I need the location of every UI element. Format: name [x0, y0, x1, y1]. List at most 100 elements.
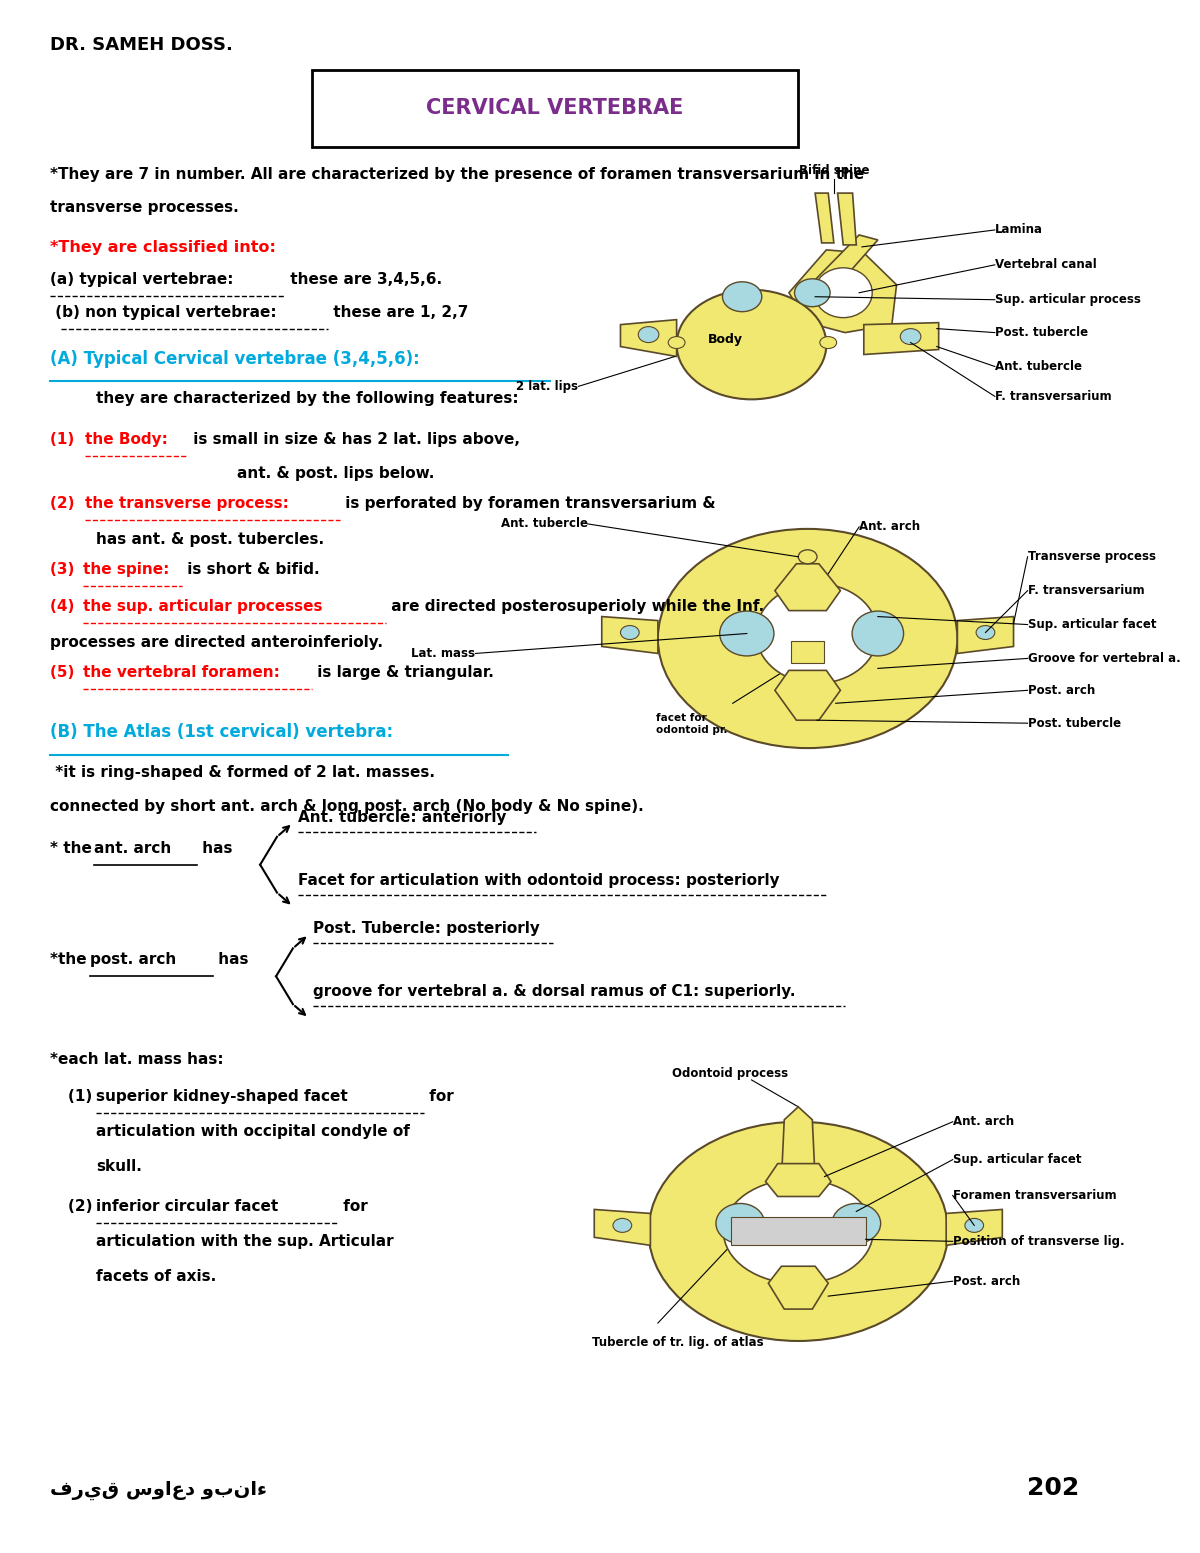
Text: articulation with occipital condyle of: articulation with occipital condyle of [96, 1124, 410, 1138]
Polygon shape [766, 1163, 832, 1196]
Text: Body: Body [708, 332, 743, 346]
Text: Facet for articulation with odontoid process: posteriorly: Facet for articulation with odontoid pro… [298, 873, 779, 888]
Text: connected by short ant. arch & long post. arch (No body & No spine).: connected by short ant. arch & long post… [49, 798, 643, 814]
Text: superior kidney-shaped facet: superior kidney-shaped facet [96, 1089, 348, 1104]
Text: has: has [198, 840, 233, 856]
Text: Vertebral canal: Vertebral canal [995, 258, 1097, 272]
Text: are directed posterosuperioly while the Inf. articular: are directed posterosuperioly while the … [386, 598, 844, 613]
Text: (A) Typical Cervical vertebrae (3,4,5,6):: (A) Typical Cervical vertebrae (3,4,5,6)… [49, 349, 419, 368]
Ellipse shape [668, 337, 685, 348]
Ellipse shape [976, 626, 995, 640]
Text: for: for [338, 1199, 367, 1214]
Text: transverse processes.: transverse processes. [49, 200, 239, 214]
Text: the transverse process:: the transverse process: [85, 495, 289, 511]
Text: CERVICAL VERTEBRAE: CERVICAL VERTEBRAE [426, 98, 684, 118]
Ellipse shape [677, 290, 827, 399]
Text: (b) non typical vertebrae:: (b) non typical vertebrae: [49, 304, 276, 320]
Polygon shape [958, 617, 1014, 654]
Ellipse shape [756, 584, 878, 683]
Text: Sup. articular facet: Sup. articular facet [953, 1154, 1081, 1166]
Ellipse shape [965, 1219, 984, 1233]
Text: the vertebral foramen:: the vertebral foramen: [83, 665, 280, 680]
Text: has: has [214, 952, 248, 968]
Text: *They are classified into:: *They are classified into: [49, 239, 276, 255]
Text: *the: *the [49, 952, 91, 968]
Text: (2): (2) [68, 1199, 98, 1214]
Ellipse shape [814, 267, 872, 318]
Text: is short & bifid.: is short & bifid. [182, 562, 320, 576]
Polygon shape [601, 617, 658, 654]
Polygon shape [815, 235, 878, 290]
Text: (5): (5) [49, 665, 79, 680]
Polygon shape [775, 671, 840, 721]
Ellipse shape [620, 626, 640, 640]
Text: Transverse process: Transverse process [1027, 550, 1156, 564]
Text: *They are 7 in number. All are characterized by the presence of foramen transver: *They are 7 in number. All are character… [49, 168, 864, 182]
Polygon shape [768, 1266, 828, 1309]
Text: for: for [424, 1089, 454, 1104]
Text: facets of axis.: facets of axis. [96, 1269, 217, 1284]
Text: ant. & post. lips below.: ant. & post. lips below. [236, 466, 434, 481]
Text: (B) The Atlas (1st cervical) vertebra:: (B) The Atlas (1st cervical) vertebra: [49, 724, 392, 741]
Text: * the: * the [49, 840, 97, 856]
Text: Ant. arch: Ant. arch [953, 1115, 1014, 1129]
Ellipse shape [648, 1121, 948, 1340]
Ellipse shape [638, 326, 659, 343]
Text: articulation with the sup. Articular: articulation with the sup. Articular [96, 1235, 394, 1249]
Ellipse shape [722, 281, 762, 312]
Text: (3): (3) [49, 562, 79, 576]
Text: they are characterized by the following features:: they are characterized by the following … [96, 391, 518, 407]
Text: Tubercle of tr. lig. of atlas: Tubercle of tr. lig. of atlas [593, 1336, 764, 1350]
Text: these are 3,4,5,6.: these are 3,4,5,6. [286, 272, 443, 287]
Text: Position of transverse lig.: Position of transverse lig. [953, 1235, 1124, 1247]
Text: Sup. articular process: Sup. articular process [995, 294, 1141, 306]
Text: skull.: skull. [96, 1159, 143, 1174]
Ellipse shape [720, 610, 774, 655]
Text: (2): (2) [49, 495, 84, 511]
Ellipse shape [798, 550, 817, 564]
Polygon shape [775, 564, 840, 610]
Text: is small in size & has 2 lat. lips above,: is small in size & has 2 lat. lips above… [188, 432, 520, 447]
Ellipse shape [820, 337, 836, 348]
Text: is large & triangular.: is large & triangular. [312, 665, 493, 680]
Polygon shape [815, 193, 834, 242]
Text: 2 lat. lips: 2 lat. lips [516, 380, 578, 393]
Text: Ant. tubercle: Ant. tubercle [500, 517, 588, 531]
Polygon shape [594, 1210, 650, 1246]
Text: F. transversarium: F. transversarium [995, 390, 1111, 402]
Bar [731, 1218, 865, 1246]
Text: the Body:: the Body: [85, 432, 168, 447]
Text: Sup. articular facet: Sup. articular facet [1027, 618, 1156, 631]
Text: groove for vertebral a. & dorsal ramus of C1: superiorly.: groove for vertebral a. & dorsal ramus o… [313, 985, 796, 999]
Text: Ant. tubercle: anteriorly: Ant. tubercle: anteriorly [298, 809, 506, 825]
Text: Post. tubercle: Post. tubercle [1027, 716, 1121, 730]
Text: (4): (4) [49, 598, 79, 613]
Text: Foramen transversarium: Foramen transversarium [953, 1190, 1116, 1202]
Text: F. transversarium: F. transversarium [1027, 584, 1145, 598]
Text: these are 1, 2,7: these are 1, 2,7 [329, 304, 469, 320]
Ellipse shape [716, 1204, 764, 1244]
Ellipse shape [852, 610, 904, 655]
Text: inferior circular facet: inferior circular facet [96, 1199, 278, 1214]
Text: *it is ring-shaped & formed of 2 lat. masses.: *it is ring-shaped & formed of 2 lat. ma… [49, 766, 434, 780]
Text: Groove for vertebral a.: Groove for vertebral a. [1027, 652, 1181, 665]
Text: Lamina: Lamina [995, 224, 1043, 236]
Text: ant. arch: ant. arch [95, 840, 172, 856]
Polygon shape [788, 250, 896, 332]
FancyBboxPatch shape [312, 70, 798, 148]
Ellipse shape [900, 329, 920, 345]
Text: (1): (1) [49, 432, 84, 447]
Text: has ant. & post. tubercles.: has ant. & post. tubercles. [96, 531, 324, 547]
Text: Lat. mass: Lat. mass [412, 648, 475, 660]
Text: Post. arch: Post. arch [953, 1275, 1020, 1287]
Text: Odontoid process: Odontoid process [672, 1067, 788, 1079]
Text: 202: 202 [1027, 1477, 1079, 1500]
Polygon shape [620, 320, 677, 357]
Text: فريق سواعد وبناء: فريق سواعد وبناء [49, 1482, 266, 1500]
Text: (1): (1) [68, 1089, 97, 1104]
Text: post. arch: post. arch [90, 952, 176, 968]
Polygon shape [838, 193, 857, 245]
Ellipse shape [832, 1204, 881, 1244]
Ellipse shape [613, 1219, 631, 1233]
Text: Ant. arch: Ant. arch [859, 520, 920, 533]
